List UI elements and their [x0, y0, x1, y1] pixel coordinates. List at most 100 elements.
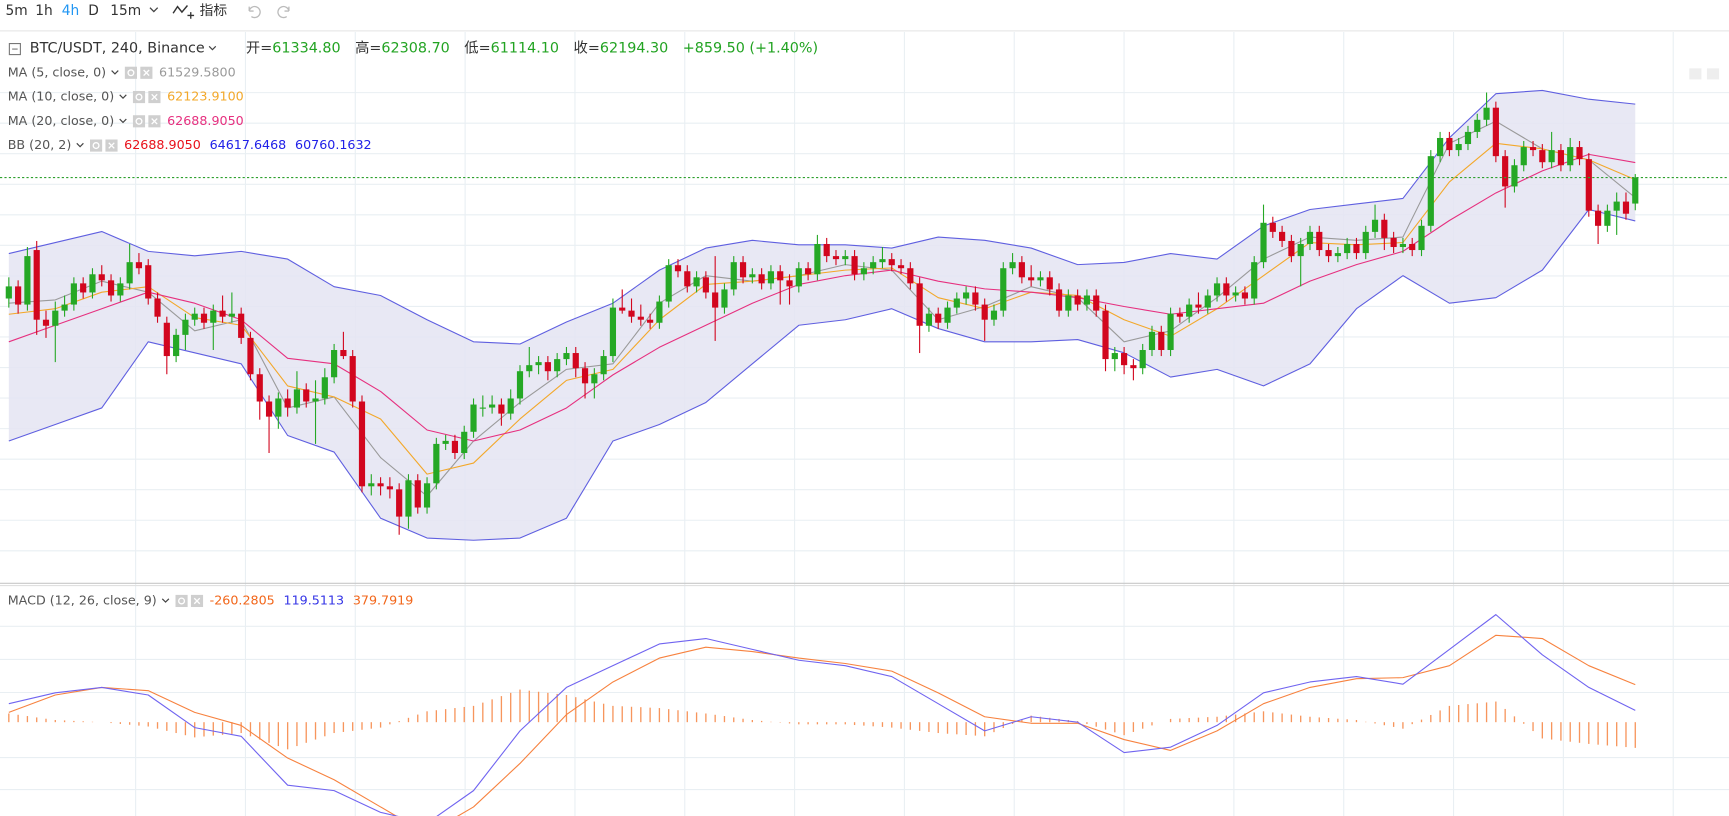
bollinger-lower: [8, 208, 1636, 541]
indicators-button[interactable]: 指标: [200, 3, 228, 19]
candle-body: [191, 313, 198, 320]
candle-body: [442, 440, 449, 444]
candle-body: [479, 407, 486, 409]
indicator-name[interactable]: MA (5, close, 0): [8, 64, 106, 79]
candle-body: [879, 259, 886, 263]
bollinger-fill: [8, 90, 1636, 541]
candle-body: [80, 283, 87, 293]
candle-body: [145, 265, 152, 299]
candle-body: [433, 443, 440, 484]
indicator-plus: [187, 12, 195, 19]
candle-body: [739, 262, 747, 278]
candle-body: [117, 283, 124, 296]
candle-body: [907, 268, 914, 284]
settings-icon: [135, 93, 143, 101]
candle-body: [331, 350, 338, 378]
candle-body: [572, 353, 579, 369]
candle-body: [451, 440, 459, 453]
high-label: 高=: [355, 40, 381, 57]
candle-body: [498, 404, 505, 414]
indicator-value: 379.7919: [353, 592, 413, 607]
candle-body: [284, 398, 291, 408]
candle-body: [1511, 165, 1518, 187]
candle-body: [888, 259, 895, 266]
pane-button[interactable]: [1689, 68, 1702, 80]
candle-body: [423, 483, 431, 508]
interval-button[interactable]: 5m: [6, 3, 28, 19]
indicator-value: -260.2805: [210, 592, 275, 607]
settings-button[interactable]: [132, 115, 146, 128]
candle-body: [89, 274, 96, 293]
candle-body: [805, 268, 812, 275]
candle-body: [1585, 159, 1592, 211]
candle-body: [647, 319, 654, 323]
candle-body: [275, 398, 282, 417]
candle-body: [851, 256, 858, 275]
settings-button[interactable]: [175, 594, 188, 608]
dropdown-chevron: [208, 45, 217, 51]
candle-body: [52, 310, 59, 326]
candle-body: [1121, 353, 1128, 366]
candle-body: [526, 365, 533, 372]
interval-button[interactable]: 15m: [110, 3, 141, 19]
candle-body: [637, 316, 644, 320]
candle-body: [1371, 219, 1379, 232]
indicator-name[interactable]: MACD (12, 26, close, 9): [8, 592, 157, 607]
candle-body: [1055, 289, 1063, 311]
settings-button[interactable]: [132, 90, 146, 104]
candle-body: [1148, 331, 1156, 351]
candle-body: [265, 401, 273, 417]
indicator-name[interactable]: BB (20, 2): [8, 137, 72, 152]
candle-body: [228, 313, 235, 317]
candle-body: [1279, 231, 1286, 241]
candle-body: [981, 304, 988, 320]
symbol-header: BTC/USDT, 240, Binance 开=61334.80 高=6230…: [8, 40, 1720, 80]
interval-dropdown[interactable]: [149, 7, 159, 13]
candle-body: [1399, 243, 1407, 248]
candle-body: [1167, 313, 1174, 351]
candle-body: [405, 480, 412, 517]
candle-body: [916, 283, 923, 326]
candle-body: [377, 483, 384, 487]
indicator-name[interactable]: MA (10, close, 0): [8, 89, 114, 104]
candle-body: [1195, 304, 1202, 308]
dropdown-chevron: [161, 598, 170, 603]
collapse-button[interactable]: [8, 43, 21, 56]
interval-button[interactable]: D: [88, 3, 99, 19]
interval-button[interactable]: 4h: [62, 3, 79, 19]
indicator-icon[interactable]: [172, 5, 189, 14]
indicator-legends: MA (5, close, 0) 61529.5800 MA (10, close,…: [8, 64, 414, 607]
candle-body: [24, 256, 31, 305]
symbol-name[interactable]: BTC/USDT, 240, Binance: [30, 41, 205, 57]
candle-body: [358, 401, 366, 487]
macd-pane: [8, 614, 1636, 816]
candle-body: [461, 431, 468, 453]
candle-body: [1251, 262, 1258, 299]
candle-body: [674, 265, 682, 272]
interval-button[interactable]: 1h: [35, 3, 52, 19]
redo-button[interactable]: [277, 5, 290, 19]
candle-body: [1065, 295, 1072, 311]
close-value: 62194.30: [600, 41, 668, 57]
candle-body: [990, 310, 998, 320]
candle-body: [256, 374, 263, 402]
candle-body: [953, 298, 960, 308]
candle-body: [935, 313, 942, 323]
candle-body: [1418, 225, 1425, 251]
candle-body: [730, 262, 737, 290]
settings-button[interactable]: [90, 139, 103, 152]
undo-button[interactable]: [248, 5, 261, 19]
candle-body: [1260, 222, 1267, 263]
pane-button[interactable]: [1706, 68, 1720, 80]
settings-icon: [92, 142, 100, 150]
candle-body: [842, 256, 849, 260]
candle-body: [1446, 137, 1453, 151]
macd-dif-line: [8, 614, 1636, 816]
low-label: 低=: [464, 40, 490, 57]
settings-button[interactable]: [124, 66, 137, 79]
indicator-name[interactable]: MA (20, close, 0): [8, 113, 114, 128]
candle-body: [107, 280, 115, 296]
candle-body: [1316, 231, 1323, 251]
candle-body: [98, 274, 105, 281]
candle-body: [1539, 150, 1546, 163]
